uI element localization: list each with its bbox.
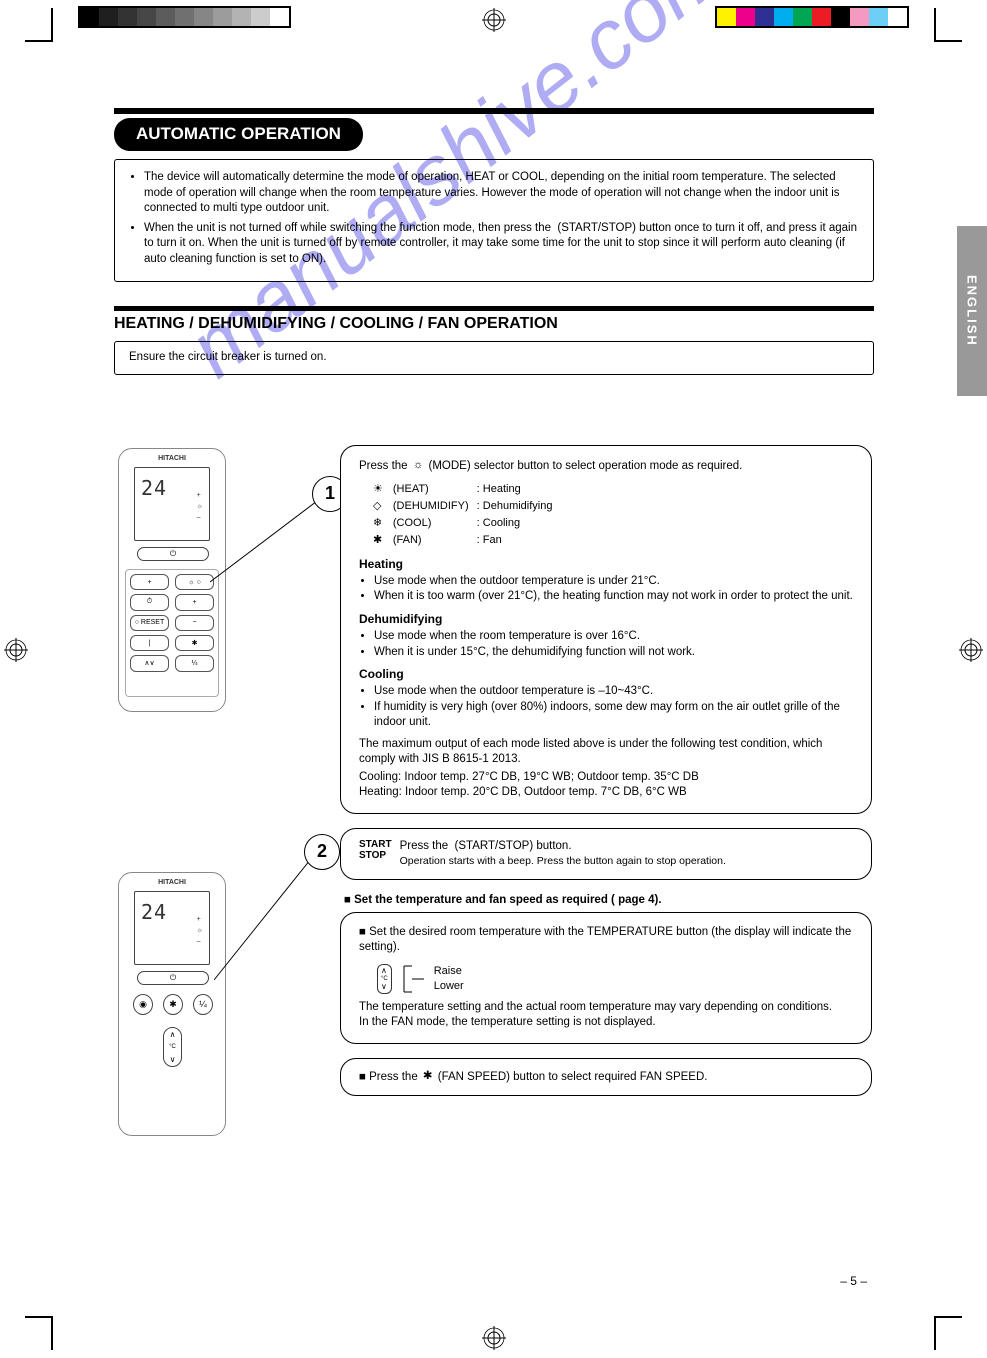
section-pill-auto: AUTOMATIC OPERATION <box>114 118 363 151</box>
start-stop-labels: STARTSTOP <box>359 839 392 869</box>
cool-note-2: If humidity is very high (over 80%) indo… <box>374 700 853 731</box>
remote-brand-2: HITACHI <box>119 879 225 886</box>
heating-note-1: Use mode when the outdoor temperature is… <box>374 574 853 590</box>
start-stop-sub: Operation starts with a beep. Press the … <box>400 854 726 868</box>
remote-display: 24 +☼– <box>134 467 210 541</box>
panel-btn: ○ RESET <box>130 615 169 631</box>
remote-reading: 24 <box>141 476 167 500</box>
rule-mid <box>114 306 874 311</box>
remote-brand: HITACHI <box>119 455 225 462</box>
page-number: – 5 – <box>840 1274 867 1288</box>
bracket-icon <box>402 964 426 994</box>
remote-fan-btn: ✱ <box>163 994 183 1015</box>
register-mark-top <box>482 8 506 32</box>
rocker-up-icon: ∧ <box>170 1030 176 1039</box>
panel-btn: ☼ ○ <box>175 574 214 590</box>
rocker-unit: °C <box>169 1044 176 1050</box>
test-cond-warn: The maximum output of each mode listed a… <box>359 737 853 768</box>
test-cond-1: Cooling: Indoor temp. 27°C DB, 19°C WB; … <box>359 770 853 786</box>
callout-2: 2 <box>304 834 340 870</box>
heading-cool: Cooling <box>359 666 853 682</box>
remote-mode-btn: ◉ <box>133 994 153 1015</box>
crop-mark-br <box>934 1316 962 1350</box>
start-stop-box: STARTSTOP Press the  (START/STOP) butto… <box>340 828 872 880</box>
panel-btn: ¼ <box>175 655 214 671</box>
color-bar <box>715 6 909 28</box>
mode-icon: ☼ <box>413 458 424 474</box>
heading-heating: Heating <box>359 556 853 572</box>
remote-illustration-open: HITACHI 24 +☼– ⏻ + ☼ ○ ⏱ + ○ RESET− | ✱ ∧∨ ¼ <box>118 448 226 712</box>
crop-mark-bl <box>25 1316 53 1350</box>
crop-mark-tl <box>25 8 53 42</box>
temp-fan-subhead: ■ Set the temperature and fan speed as r… <box>344 894 872 906</box>
panel-btn: + <box>130 574 169 590</box>
rule-top <box>114 108 874 114</box>
panel-btn: ⏱ <box>130 594 169 610</box>
panel-btn: ✱ <box>175 635 214 651</box>
remote-temp-rocker: ∧ °C ∨ <box>163 1027 182 1067</box>
remote-illustration-closed: HITACHI 24 +☼– ⏻ ◉ ✱ ¼ ∧ °C ∨ <box>118 872 226 1136</box>
temperature-tail: The temperature setting and the actual r… <box>359 1000 853 1016</box>
panel-btn: + <box>175 594 214 610</box>
mode-select-box: Press the ☼ (MODE) selector button to se… <box>340 445 872 814</box>
panel-btn: − <box>175 615 214 631</box>
language-tab: ENGLISH <box>957 226 987 396</box>
rocker-down-icon: ∨ <box>170 1055 176 1064</box>
register-mark-bottom <box>482 1326 506 1350</box>
remote-reading-2: 24 <box>141 900 167 924</box>
remote-display-icons: +☼– <box>197 490 203 523</box>
cool-note-1: Use mode when the outdoor temperature is… <box>374 684 853 700</box>
test-cond-2: Heating: Indoor temp. 20°C DB, Outdoor t… <box>359 785 853 801</box>
mode-select-lead: Press the ☼ (MODE) selector button to se… <box>359 458 853 474</box>
heading-dehum: Dehumidifying <box>359 611 853 627</box>
raise-lower-labels: RaiseLower <box>434 964 464 994</box>
greyscale-bar <box>78 6 291 28</box>
auto-note-1: The device will automatically determine … <box>144 170 859 217</box>
crop-mark-tr <box>934 8 962 42</box>
remote-swing-btn: ¼ <box>193 994 213 1015</box>
register-mark-left <box>4 638 28 662</box>
heating-note-2: When it is too warm (over 21°C), the hea… <box>374 589 853 605</box>
mode-table: ☀(HEAT): Heating ◇(DEHUMIDIFY): Dehumidi… <box>371 480 554 549</box>
auto-note-box: The device will automatically determine … <box>114 159 874 282</box>
temperature-box: ■ Set the desired room temperature with … <box>340 912 872 1044</box>
breaker-note: Ensure the circuit breaker is turned on. <box>114 341 874 375</box>
remote-lower-panel: + ☼ ○ ⏱ + ○ RESET− | ✱ ∧∨ ¼ <box>125 569 219 697</box>
temperature-head: ■ Set the desired room temperature with … <box>359 925 853 956</box>
remote-display-icons-2: +☼– <box>197 914 203 947</box>
remote-power-button-2: ⏻ <box>137 971 209 985</box>
remote-power-button: ⏻ <box>137 547 209 561</box>
temp-rocker-icon: ∧°C∨ <box>377 964 392 994</box>
remote-display-2: 24 +☼– <box>134 891 210 965</box>
start-stop-text: Press the  (START/STOP) button. <box>400 839 726 855</box>
fan-icon: ✱ <box>423 1069 433 1085</box>
register-mark-right <box>959 638 983 662</box>
panel-btn: | <box>130 635 169 651</box>
section-title-modes: HEATING / DEHUMIDIFYING / COOLING / FAN … <box>114 315 874 333</box>
temperature-tail-2: In the FAN mode, the temperature setting… <box>359 1015 853 1031</box>
dehum-note-1: Use mode when the room temperature is ov… <box>374 629 853 645</box>
leader-line-2 <box>214 850 324 990</box>
dehum-note-2: When it is under 15°C, the dehumidifying… <box>374 645 853 661</box>
auto-note-2: When the unit is not turned off while sw… <box>144 221 859 268</box>
panel-btn: ∧∨ <box>130 655 169 671</box>
fan-speed-box: ■ Press the ✱ (FAN SPEED) button to sele… <box>340 1058 872 1096</box>
